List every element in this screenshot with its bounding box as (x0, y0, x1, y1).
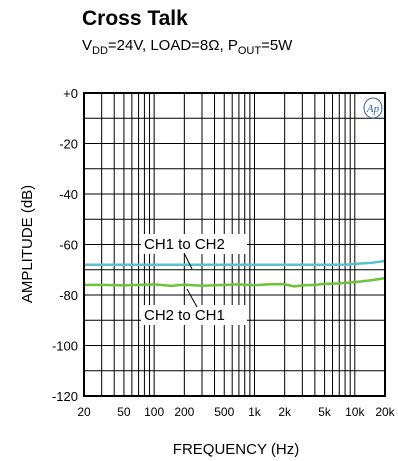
annotation-bg-ch1 (141, 234, 247, 254)
annotation-ch1-to-ch2: CH1 to CH2 (144, 236, 225, 253)
annotation-pointer-ch2 (186, 288, 198, 308)
y-tick-label: +0 (63, 86, 78, 101)
x-tick-label: 50 (117, 405, 131, 419)
series-line-ch1-to-ch2 (84, 259, 386, 266)
x-axis-label: FREQUENCY (Hz) (173, 441, 299, 458)
y-tick-label: -100 (52, 339, 78, 354)
series-group (84, 259, 386, 288)
x-tick-label: 20k (375, 405, 395, 419)
y-tick-label: -20 (59, 137, 78, 152)
y-tick-labels: +0 -20 -40 -60 -80 -100 -120 (52, 86, 78, 404)
ap-logo-ring (363, 97, 383, 119)
y-tick-label: -60 (59, 238, 78, 253)
x-tick-label: 20 (77, 405, 91, 419)
chart-title: Cross Talk (82, 7, 188, 30)
plot-frame (83, 92, 386, 397)
series-line-ch2-to-ch1 (84, 276, 386, 288)
chart-subtitle: VDD=24V, LOAD=8Ω, POUT=5W (82, 37, 293, 57)
y-tick-label: -120 (52, 389, 78, 404)
ap-logo-text: Ap (366, 103, 380, 115)
x-tick-label: 1k (248, 405, 262, 419)
y-axis-label: AMPLITUDE (dB) (19, 185, 36, 303)
annotation-bg-ch2 (141, 305, 247, 325)
x-tick-label: 200 (174, 405, 194, 419)
x-tick-label: 2k (278, 405, 292, 419)
x-tick-labels: 20 50 100 200 500 1k 2k 5k 10k 20k (77, 405, 395, 419)
x-tick-label: 10k (345, 405, 365, 419)
annotations: CH1 to CH2 CH2 to CH1 (141, 234, 247, 325)
x-tick-label: 5k (318, 405, 332, 419)
annotation-ch2-to-ch1: CH2 to CH1 (144, 307, 225, 324)
y-tick-label: -40 (59, 187, 78, 202)
ap-logo: Ap (363, 97, 383, 119)
x-tick-label: 500 (214, 405, 234, 419)
annotation-pointer-ch1 (183, 252, 193, 270)
y-tick-label: -80 (59, 288, 78, 303)
x-tick-label: 100 (144, 405, 164, 419)
